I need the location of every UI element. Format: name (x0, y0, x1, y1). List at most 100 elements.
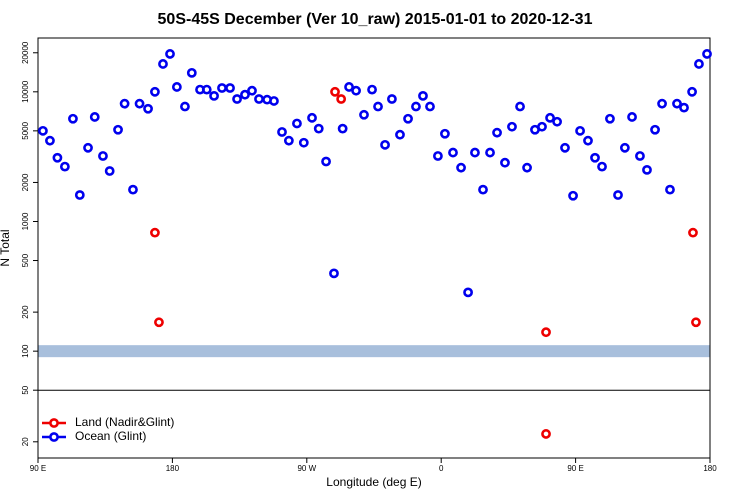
point (254, 94, 264, 104)
point (470, 147, 480, 158)
point (395, 129, 405, 140)
point (171, 82, 182, 92)
y-tick-label: 200 (21, 305, 30, 319)
point (367, 84, 377, 95)
point (583, 135, 593, 146)
point (52, 152, 63, 163)
point (597, 161, 607, 172)
point (590, 152, 600, 163)
point (186, 67, 197, 78)
point (500, 157, 510, 168)
point (150, 227, 160, 238)
point (665, 184, 675, 195)
point (98, 151, 108, 161)
point (292, 118, 302, 129)
point (691, 317, 701, 328)
legend-marker (49, 432, 59, 442)
point (552, 116, 562, 127)
point (694, 59, 704, 69)
point (679, 102, 689, 113)
point (134, 98, 145, 109)
point (329, 268, 339, 279)
y-tick-label: 1000 (21, 212, 30, 230)
point (522, 162, 532, 173)
point (344, 82, 354, 92)
point (635, 151, 645, 161)
point (463, 287, 473, 298)
point (702, 49, 712, 59)
point (277, 127, 287, 137)
chart-title: 50S-45S December (Ver 10_raw) 2015-01-01… (158, 11, 593, 28)
point (68, 113, 78, 124)
point (575, 125, 585, 136)
point (545, 112, 555, 123)
point (359, 109, 369, 120)
point (537, 121, 547, 132)
point (180, 101, 190, 112)
point (478, 184, 488, 195)
point (411, 101, 421, 112)
y-axis-label: N Total (0, 229, 12, 266)
point (201, 84, 212, 95)
legend-label: Ocean (Glint) (75, 429, 146, 443)
point (330, 86, 340, 97)
point (380, 139, 390, 150)
reference-band (38, 345, 710, 358)
point (150, 86, 160, 97)
point (337, 123, 348, 134)
point (425, 101, 435, 112)
point (209, 90, 219, 101)
point (104, 166, 115, 176)
point (657, 98, 667, 109)
point (119, 98, 130, 109)
point (672, 98, 682, 109)
point (83, 142, 93, 153)
point (313, 123, 324, 134)
point (240, 89, 250, 100)
point (688, 227, 698, 238)
point (418, 90, 428, 101)
point (38, 125, 48, 136)
point (154, 317, 164, 328)
y-tick-label: 5000 (21, 121, 30, 139)
y-tick-label: 100 (21, 344, 30, 358)
y-tick-label: 20 (21, 437, 30, 446)
point (541, 429, 551, 439)
point (232, 94, 242, 104)
point (351, 85, 361, 96)
point (627, 112, 637, 122)
point (613, 190, 623, 200)
x-tick-label: 180 (703, 464, 717, 473)
point (298, 137, 309, 148)
point (619, 142, 630, 153)
x-axis-label: Longitude (deg E) (326, 475, 421, 489)
y-tick-label: 10000 (21, 80, 30, 103)
plot-frame (37, 37, 711, 459)
y-tick-label: 500 (21, 253, 30, 267)
x-tick-label: 90 E (567, 464, 583, 473)
point (165, 49, 175, 59)
point (373, 101, 383, 112)
point (605, 113, 615, 124)
point (456, 162, 466, 173)
point (336, 94, 347, 104)
point (225, 83, 235, 93)
point (217, 83, 227, 93)
point (448, 147, 458, 158)
legend-marker (49, 418, 59, 428)
point (269, 96, 279, 106)
legend-label: Land (Nadir&Glint) (75, 415, 174, 429)
point (687, 86, 697, 97)
point (113, 124, 123, 135)
point (283, 135, 294, 146)
point (307, 112, 317, 123)
x-tick-label: 90 W (297, 464, 316, 473)
point (59, 161, 70, 172)
point (128, 184, 138, 195)
point (247, 85, 257, 96)
point (387, 94, 397, 104)
point (492, 127, 502, 138)
point (515, 101, 525, 112)
x-tick-label: 180 (166, 464, 180, 473)
